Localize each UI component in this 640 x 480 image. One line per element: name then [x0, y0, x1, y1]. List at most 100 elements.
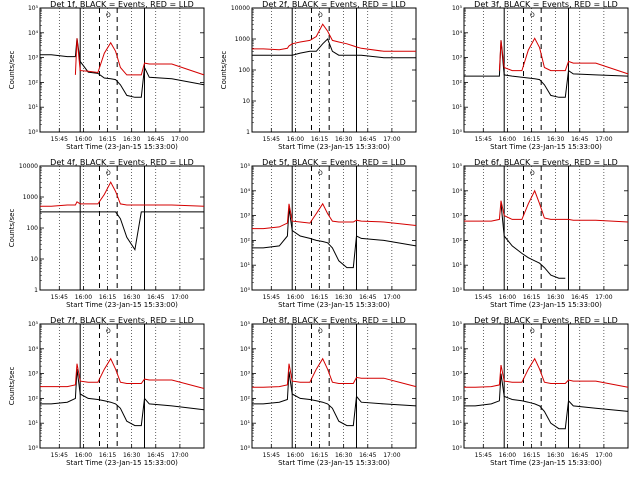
y-tick-label: 10³ [452, 213, 463, 220]
x-axis-label: Start Time (23-Jan-15 15:33:00) [490, 459, 602, 467]
y-tick-label: 100 [239, 67, 251, 74]
x-tick-label: 17:00 [171, 136, 188, 143]
x-tick-label: 16:30 [547, 294, 564, 301]
panel-title: Det 6f, BLACK = Events, RED = LLD [474, 158, 618, 167]
y-tick-label: 10⁰ [240, 445, 251, 452]
plot-frame [251, 7, 417, 133]
y-tick-label: 10¹ [28, 104, 39, 111]
y-tick-label: 10⁵ [28, 5, 39, 12]
marker-symbol: O [318, 12, 323, 19]
panel-title: Det 8f, BLACK = Events, RED = LLD [262, 316, 406, 325]
y-tick-label: 10¹ [452, 104, 463, 111]
y-tick-label: 10⁵ [452, 5, 463, 12]
y-tick-label: 10⁵ [240, 321, 251, 328]
detector-panel-6: Det 6f, BLACK = Events, RED = LLD 15:45 16… [452, 158, 629, 309]
y-tick-label: 10³ [28, 371, 39, 378]
x-axis-label: Start Time (23-Jan-15 15:33:00) [66, 459, 178, 467]
x-tick-label: 15:45 [263, 294, 280, 301]
series-lld-line [498, 37, 629, 75]
x-tick-label: 16:30 [335, 136, 352, 143]
series-lld-line [252, 23, 416, 52]
detector-panel-7: Det 7f, BLACK = Events, RED = LLD 15:45 16… [8, 316, 205, 467]
x-axis-label: Start Time (23-Jan-15 15:33:00) [66, 143, 178, 151]
x-tick-label: 16:00 [499, 452, 516, 459]
x-tick-label: 16:15 [311, 452, 328, 459]
x-axis-label: Start Time (23-Jan-15 15:33:00) [66, 301, 178, 309]
series-events-line [40, 369, 205, 427]
series-lld-line [252, 202, 417, 230]
y-tick-label: 1000 [235, 36, 250, 43]
detector-panel-8: Det 8f, BLACK = Events, RED = LLD 15:45 16… [240, 316, 417, 467]
y-tick-label: 10³ [240, 371, 251, 378]
x-tick-label: 16:00 [499, 136, 516, 143]
y-tick-label: 10 [242, 98, 250, 105]
y-tick-label: 10⁴ [240, 346, 251, 353]
x-tick-label: 16:45 [147, 136, 164, 143]
y-axis-label: Counts/sec [220, 51, 228, 90]
series-events-line [500, 203, 566, 279]
y-tick-label: 10⁴ [452, 30, 463, 37]
x-tick-label: 15:45 [263, 452, 280, 459]
x-tick-label: 17:00 [383, 136, 400, 143]
x-tick-label: 16:45 [571, 452, 588, 459]
marker-symbol: O [530, 328, 535, 335]
x-tick-label: 16:45 [147, 452, 164, 459]
x-tick-label: 16:00 [287, 452, 304, 459]
x-tick-label: 15:45 [475, 136, 492, 143]
x-tick-label: 16:30 [547, 452, 564, 459]
x-axis-label: Start Time (23-Jan-15 15:33:00) [278, 301, 390, 309]
x-tick-label: 16:30 [123, 294, 140, 301]
y-tick-label: 10¹ [28, 420, 39, 427]
y-tick-label: 10¹ [240, 262, 251, 269]
series-lld-line [464, 189, 629, 223]
x-tick-label: 16:15 [523, 294, 540, 301]
series-events-line [464, 373, 629, 430]
series-events-line [252, 371, 417, 427]
detector-panel-4: Det 4f, BLACK = Events, RED = LLD 15:45 16… [8, 158, 205, 309]
y-tick-label: 10⁴ [452, 188, 463, 195]
y-tick-label: 10 [30, 256, 38, 263]
plot-frame [251, 165, 417, 291]
x-tick-label: 16:15 [99, 294, 116, 301]
x-tick-label: 17:00 [383, 294, 400, 301]
x-tick-label: 16:30 [547, 136, 564, 143]
marker-symbol: O [530, 170, 535, 177]
y-tick-label: 1 [34, 287, 38, 294]
y-tick-label: 10000 [19, 163, 38, 170]
y-tick-label: 10⁴ [28, 346, 39, 353]
x-tick-label: 16:15 [99, 452, 116, 459]
plot-frame [39, 165, 205, 291]
y-axis-label: Counts/sec [8, 51, 16, 90]
detector-panel-1: Det 1f, BLACK = Events, RED = LLD 15:45 16… [8, 0, 205, 151]
x-tick-label: 17:00 [595, 136, 612, 143]
y-axis-label: Counts/sec [8, 209, 16, 248]
y-tick-label: 10⁵ [452, 321, 463, 328]
detector-panel-9: Det 9f, BLACK = Events, RED = LLD 15:45 16… [452, 316, 629, 467]
x-tick-label: 15:45 [475, 452, 492, 459]
x-tick-label: 16:30 [123, 452, 140, 459]
y-tick-label: 10⁰ [452, 287, 463, 294]
x-tick-label: 16:00 [499, 294, 516, 301]
y-tick-label: 10² [240, 237, 251, 244]
y-tick-label: 10⁵ [28, 321, 39, 328]
x-tick-label: 16:45 [359, 136, 376, 143]
plot-frame [251, 323, 417, 449]
x-tick-label: 17:00 [171, 452, 188, 459]
x-tick-label: 16:45 [359, 294, 376, 301]
marker-symbol: O [106, 170, 111, 177]
x-axis-label: Start Time (23-Jan-15 15:33:00) [490, 301, 602, 309]
x-tick-label: 16:45 [571, 136, 588, 143]
y-tick-label: 100 [27, 225, 39, 232]
x-tick-label: 16:00 [287, 136, 304, 143]
x-tick-label: 16:15 [99, 136, 116, 143]
plot-frame [39, 323, 205, 449]
detector-panel-5: Det 5f, BLACK = Events, RED = LLD 15:45 16… [240, 158, 417, 309]
panel-title: Det 5f, BLACK = Events, RED = LLD [262, 158, 406, 167]
y-tick-label: 10⁴ [28, 30, 39, 37]
marker-symbol: O [530, 12, 535, 19]
y-tick-label: 10000 [231, 5, 250, 12]
x-tick-label: 16:30 [335, 452, 352, 459]
x-axis-label: Start Time (23-Jan-15 15:33:00) [278, 459, 390, 467]
panel-title: Det 2f, BLACK = Events, RED = LLD [262, 0, 406, 9]
